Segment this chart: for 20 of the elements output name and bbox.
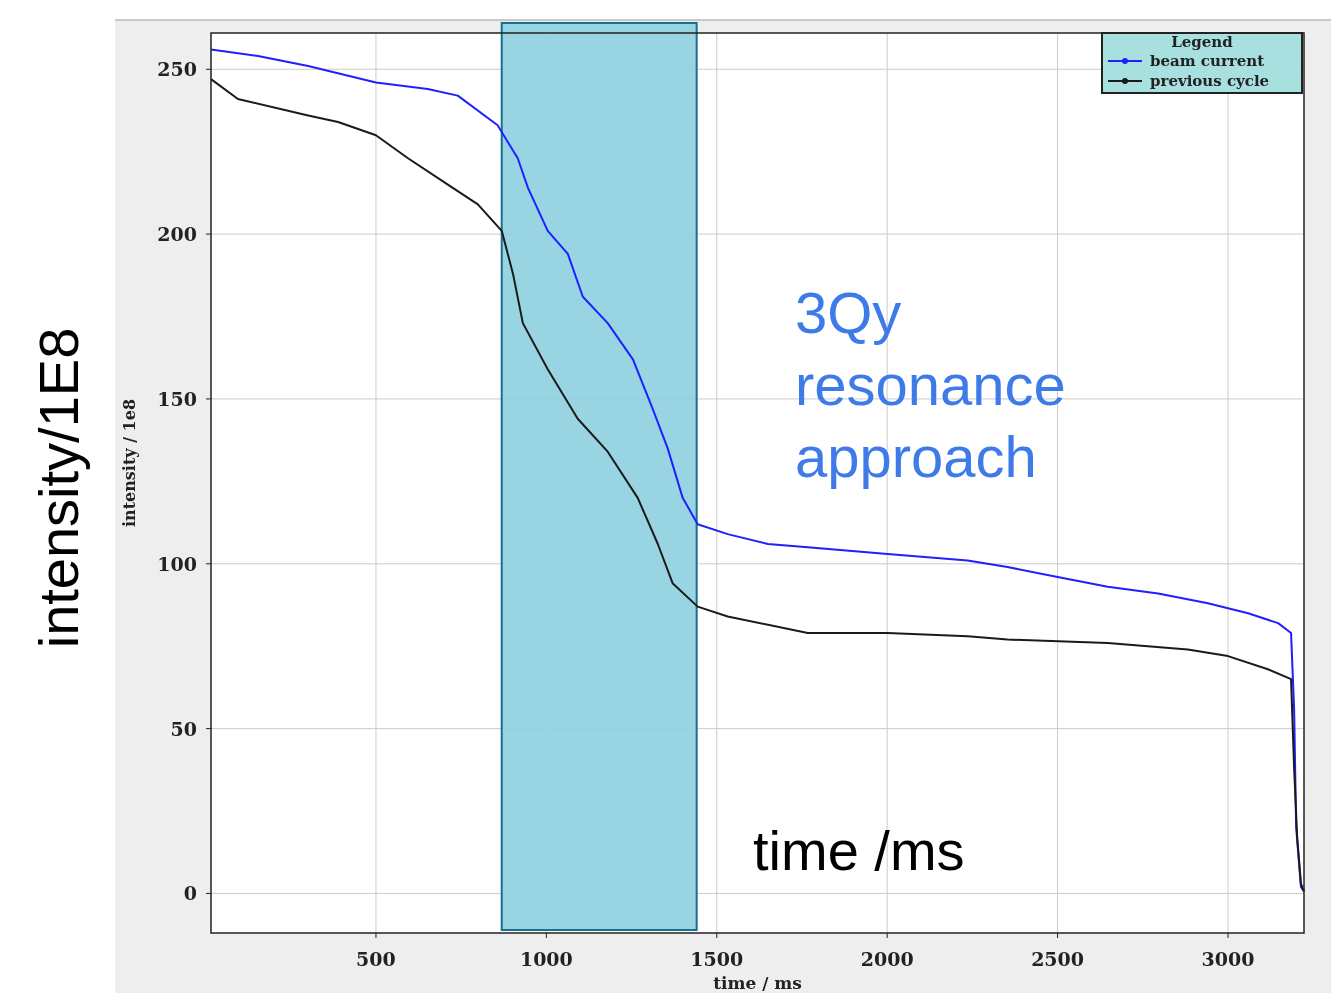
x-tick-label: 1500 <box>690 948 744 970</box>
y-tick-label: 50 <box>170 717 197 740</box>
x-tick-label: 2000 <box>860 948 914 970</box>
y-tick-label: 150 <box>157 387 197 410</box>
x-axis-title: time / ms <box>713 973 802 993</box>
y-tick-label: 250 <box>157 58 197 81</box>
legend-label: previous cycle <box>1150 72 1270 90</box>
legend-label: beam current <box>1150 52 1265 70</box>
y-tick-label: 200 <box>157 223 197 246</box>
annotation: time /ms <box>753 819 965 882</box>
x-tick-label: 1000 <box>519 948 573 970</box>
y-tick-label: 0 <box>183 882 197 905</box>
y-axis-title: intensity / 1e8 <box>120 398 139 528</box>
text: intensity/1E8 <box>27 327 90 649</box>
y-tick-label: 100 <box>157 552 197 575</box>
x-tick-label: 2500 <box>1031 948 1085 970</box>
x-tick-label: 3000 <box>1201 948 1255 970</box>
annotation: 3Qy resonance approach <box>795 280 1066 489</box>
x-tick-label: 500 <box>356 948 396 970</box>
legend-title: Legend <box>1171 33 1234 51</box>
